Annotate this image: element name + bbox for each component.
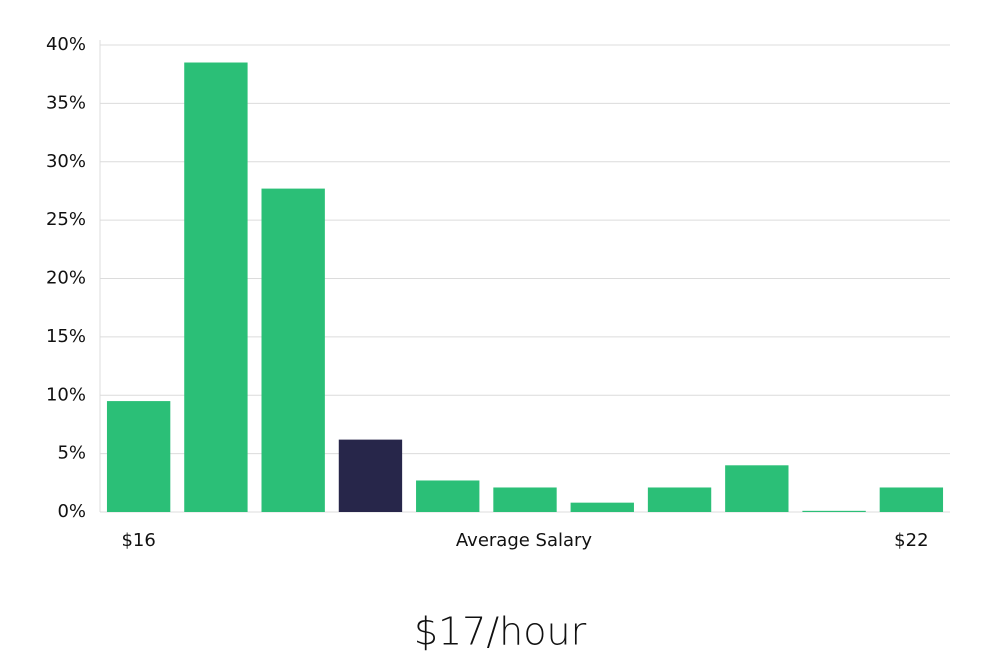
y-tick-label: 35% [46, 92, 86, 113]
y-tick-label: 30% [46, 151, 86, 172]
bar [106, 401, 171, 512]
y-tick-label: 20% [46, 268, 86, 289]
bar [647, 487, 712, 512]
salary-headline: $17/hour [414, 610, 587, 654]
bar [802, 510, 866, 512]
bar [416, 480, 480, 512]
y-tick-label: 0% [57, 501, 86, 522]
y-tick-label: 40% [46, 34, 86, 55]
bar [261, 188, 325, 513]
y-tick-label: 15% [46, 326, 86, 347]
y-tick-label: 25% [46, 209, 86, 230]
bar [184, 62, 248, 512]
y-tick-label: 5% [57, 443, 86, 464]
y-tick-label: 10% [46, 384, 86, 405]
x-axis-label: Average Salary [456, 530, 593, 551]
x-tick-label: $22 [894, 530, 928, 551]
x-tick-label: $16 [121, 530, 155, 551]
bar [879, 487, 944, 512]
bar [570, 502, 634, 512]
bar [725, 465, 789, 512]
bar [493, 487, 557, 512]
bar [338, 439, 403, 512]
